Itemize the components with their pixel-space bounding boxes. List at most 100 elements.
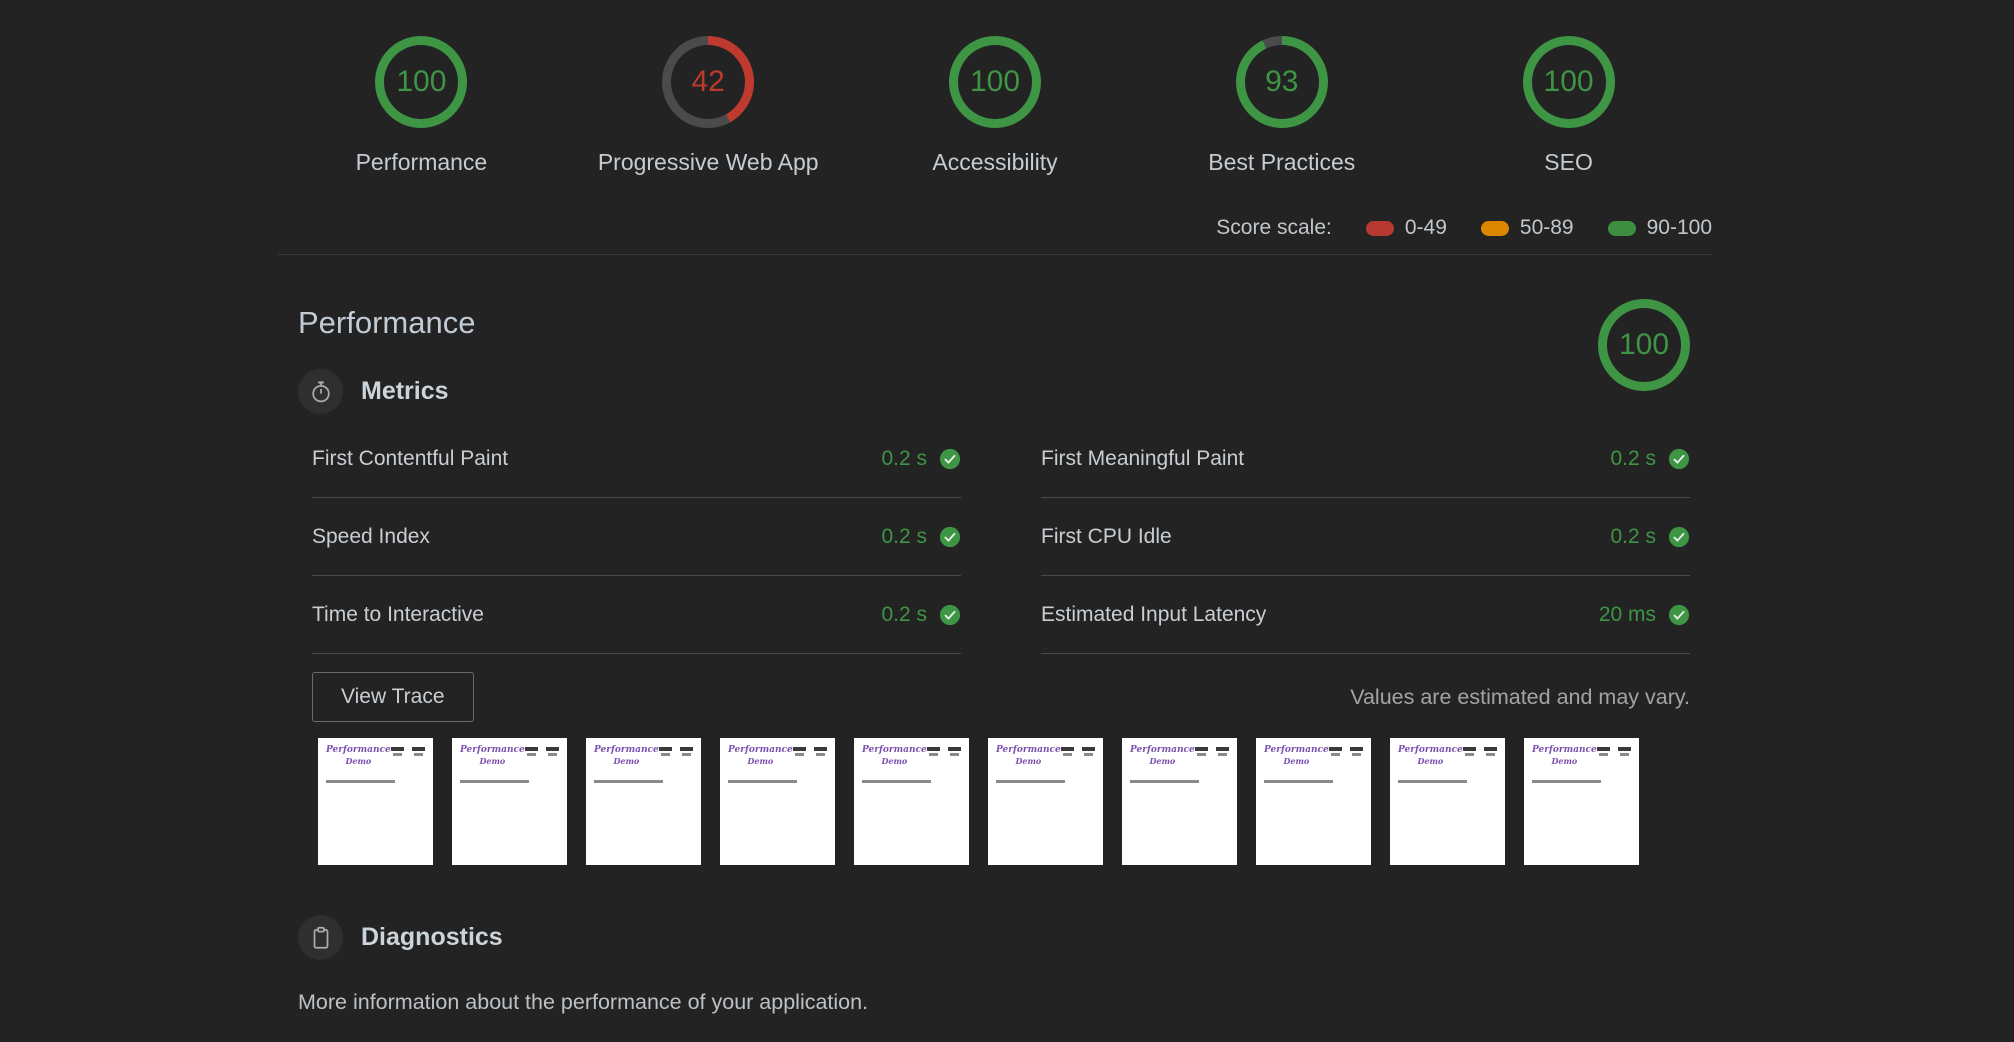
- metric-name: First Contentful Paint: [312, 446, 509, 470]
- metric-value: 0.2 s: [1610, 525, 1690, 549]
- thumbnail-header: Performance Demo: [1130, 745, 1237, 767]
- metric-value: 0.2 s: [881, 525, 961, 549]
- thumbnail-text-line: [996, 780, 1066, 784]
- thumbnail-text-line: [1532, 780, 1602, 784]
- thumbnail-header: Performance Demo: [594, 745, 701, 766]
- thumbnail-text-line: [1264, 780, 1334, 784]
- category-performance[interactable]: 100 Performance: [278, 36, 565, 176]
- metrics-column-left: First Contentful Paint 0.2 s Speed Index 0…: [312, 420, 961, 654]
- thumbnail-stats: [1060, 745, 1103, 766]
- performance-section-title: Performance: [298, 305, 476, 340]
- score-gauge-value: 100: [1531, 45, 1606, 119]
- score-gauge-value: 42: [671, 45, 746, 119]
- thumbnail-stats: [1328, 745, 1371, 766]
- score-scale: Score scale: 0-49 50-89 90-100: [278, 216, 1712, 240]
- metrics-actions-row: View Trace Values are estimated and may …: [298, 672, 1712, 722]
- thumbnail-header: Performance Demo: [460, 745, 567, 767]
- section-divider: [278, 254, 1712, 255]
- filmstrip-thumbnail: Performance Demo: [854, 738, 969, 865]
- metric-value: 20 ms: [1599, 603, 1690, 627]
- metric-value: 0.2 s: [1610, 447, 1690, 471]
- pass-check-icon: [1668, 526, 1690, 547]
- score-range-label: 50-89: [1519, 216, 1574, 239]
- category-label: Accessibility: [932, 149, 1058, 175]
- score-range-50-89: 50-89: [1480, 216, 1574, 240]
- thumbnail-page-title: Performance Demo: [862, 745, 927, 767]
- score-gauge-value: 100: [1607, 308, 1681, 382]
- score-gauge: 100: [948, 36, 1041, 128]
- score-range-label: 90-100: [1646, 216, 1712, 239]
- filmstrip-thumbnail: Performance Demo: [1524, 738, 1639, 865]
- clipboard-icon: [298, 915, 343, 960]
- metric-value-text: 0.2 s: [881, 524, 927, 548]
- score-range-0-49: 0-49: [1365, 216, 1447, 240]
- metric-value-text: 0.2 s: [881, 602, 927, 626]
- metric-value-text: 0.2 s: [1610, 446, 1656, 470]
- metric-name: First Meaningful Paint: [1041, 446, 1245, 470]
- thumbnail-page-title: Performance Demo: [996, 745, 1061, 767]
- metrics-column-right: First Meaningful Paint 0.2 s First CPU Id…: [1041, 420, 1690, 654]
- metric-value-text: 20 ms: [1598, 602, 1656, 626]
- diagnostics-title: Diagnostics: [361, 923, 503, 951]
- thumbnail-page-title: Performance Demo: [1398, 745, 1463, 767]
- category-label: Best Practices: [1208, 149, 1356, 175]
- estimate-note: Values are estimated and may vary.: [1350, 684, 1690, 709]
- thumbnail-page-title: Performance Demo: [1264, 745, 1329, 767]
- thumbnail-header: Performance Demo: [1398, 745, 1505, 767]
- filmstrip: Performance Demo Performance Demo Performa…: [298, 738, 1712, 865]
- view-trace-button[interactable]: View Trace: [312, 672, 474, 722]
- filmstrip-thumbnail: Performance Demo: [1256, 738, 1371, 865]
- score-range-pill: [1365, 220, 1394, 236]
- metrics-header: Metrics: [298, 369, 1712, 414]
- pass-check-icon: [939, 448, 961, 469]
- score-gauge: 100: [375, 36, 468, 128]
- thumbnail-header: Performance Demo: [1264, 745, 1371, 767]
- category-accessibility[interactable]: 100 Accessibility: [852, 36, 1139, 176]
- score-range-pill: [1607, 220, 1636, 236]
- thumbnail-stats: [524, 745, 567, 766]
- filmstrip-thumbnail: Performance Demo: [720, 738, 835, 865]
- score-gauge-value: 100: [384, 45, 459, 119]
- thumbnail-page-title: Performance Demo: [1130, 745, 1195, 767]
- score-gauge: 93: [1235, 36, 1328, 128]
- thumbnail-page-title: Performance Demo: [460, 745, 525, 767]
- pass-check-icon: [1668, 448, 1690, 469]
- category-best-practices[interactable]: 93 Best Practices: [1138, 36, 1425, 176]
- thumbnail-text-line: [594, 780, 664, 784]
- metric-name: Estimated Input Latency: [1041, 602, 1267, 626]
- thumbnail-stats: [658, 745, 701, 766]
- thumbnail-text-line: [862, 780, 932, 784]
- filmstrip-thumbnail: Performance Demo: [318, 738, 433, 865]
- category-label: Performance: [355, 149, 488, 175]
- pass-check-icon: [939, 526, 961, 547]
- metric-value-text: 0.2 s: [881, 446, 927, 470]
- thumbnail-text-line: [326, 780, 396, 784]
- category-seo[interactable]: 100 SEO: [1425, 36, 1712, 176]
- diagnostics-header: Diagnostics: [298, 915, 1712, 960]
- filmstrip-thumbnail: Performance Demo: [1390, 738, 1505, 865]
- thumbnail-stats: [926, 745, 969, 766]
- metric-time-to-interactive: Time to Interactive 0.2 s: [312, 576, 961, 654]
- score-gauge: 100: [1522, 36, 1615, 128]
- score-gauge-value: 100: [957, 45, 1032, 119]
- performance-section: 100 Performance Metrics First Contentful…: [278, 255, 1712, 865]
- thumbnail-stats: [792, 745, 835, 766]
- metric-value-text: 0.2 s: [1610, 524, 1656, 548]
- category-progressive-web-app[interactable]: 42 Progressive Web App: [565, 36, 852, 176]
- metric-value: 0.2 s: [881, 603, 961, 627]
- pass-check-icon: [1668, 604, 1690, 625]
- thumbnail-page-title: Performance Demo: [326, 745, 391, 767]
- thumbnail-text-line: [460, 780, 530, 784]
- category-label: SEO: [1544, 149, 1593, 175]
- performance-section-gauge: 100: [1598, 299, 1690, 391]
- score-scale-ranges: 0-49 50-89 90-100: [1365, 216, 1712, 240]
- score-range-90-100: 90-100: [1607, 216, 1712, 240]
- stopwatch-icon: [298, 369, 343, 414]
- filmstrip-thumbnail: Performance Demo: [1122, 738, 1237, 865]
- category-label: Progressive Web App: [597, 149, 819, 175]
- thumbnail-stats: [1596, 745, 1639, 766]
- scores-header: 100 Performance 42 Progressive Web App 100 Ac…: [278, 0, 1712, 176]
- metric-name: Time to Interactive: [312, 602, 484, 626]
- metric-speed-index: Speed Index 0.2 s: [312, 498, 961, 576]
- thumbnail-stats: [1194, 745, 1237, 766]
